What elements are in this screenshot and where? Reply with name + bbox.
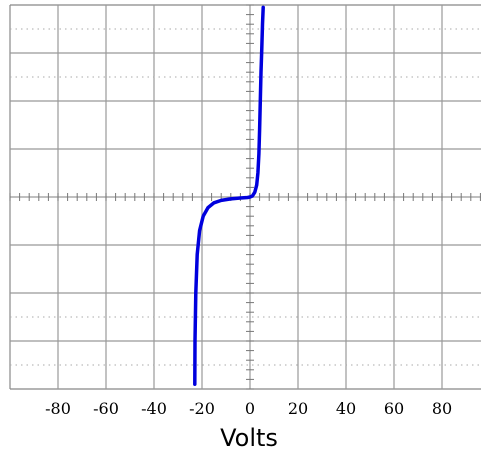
axis-tick-marks	[9, 4, 481, 390]
series-curve	[193, 5, 265, 386]
x-tick-label: 20	[288, 399, 308, 418]
x-tick-label: 0	[245, 399, 255, 418]
x-tick-label: -60	[93, 399, 119, 418]
x-tick-labels: -80 -60 -40 -20 0 20 40 60 80	[45, 399, 452, 418]
x-tick-label: -20	[189, 399, 215, 418]
x-tick-label: -40	[141, 399, 167, 418]
series-layer	[193, 5, 265, 386]
x-tick-label: 60	[384, 399, 404, 418]
x-tick-label: 40	[336, 399, 356, 418]
x-axis-label: Volts	[220, 424, 278, 452]
x-tick-label: 80	[432, 399, 452, 418]
x-tick-label: -80	[45, 399, 71, 418]
grid	[9, 4, 481, 390]
